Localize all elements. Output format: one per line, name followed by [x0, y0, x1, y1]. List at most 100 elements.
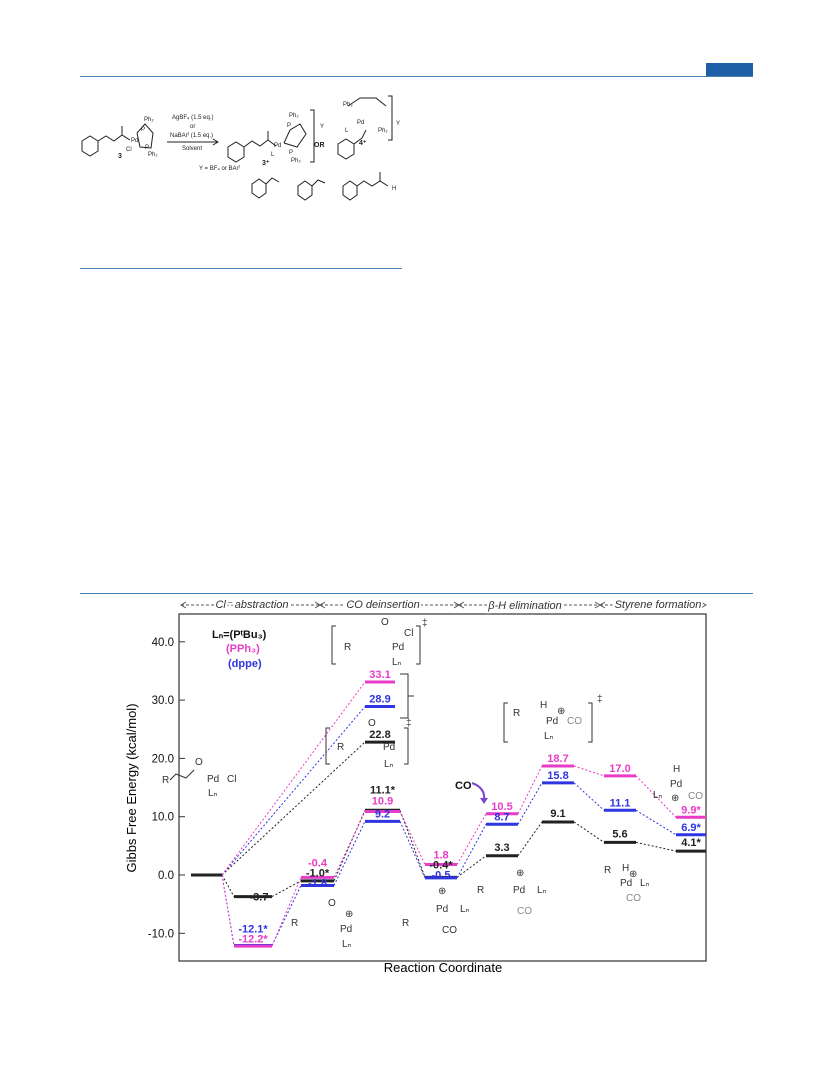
struct-ts2-pd: Pd: [383, 742, 395, 753]
struct-ts1-ln: Lₙ: [392, 657, 402, 668]
value-label-ptbu3: 4.1*: [681, 837, 701, 849]
scheme-compound-3plus: 3⁺: [262, 160, 270, 167]
scheme-or-label: OR: [314, 142, 325, 149]
phase-label-co-deinsertion: CO deinsertion: [346, 599, 419, 611]
legend: Lₙ=(PᵗBu₃) (PPh₃) (dppe): [212, 629, 267, 670]
connector-pph3: [271, 877, 302, 947]
value-label-pph3: -12.2*: [238, 934, 268, 946]
struct-ts2-ln: Lₙ: [384, 759, 394, 770]
connector-pph3: [221, 874, 235, 947]
struct-hydride-plus: ⊕: [671, 793, 679, 804]
connector-ptbu3: [456, 855, 487, 878]
scheme-p-label: P: [141, 127, 145, 133]
connector-dppe: [399, 821, 426, 879]
connector-direct-ts-ptbu3: [221, 741, 366, 876]
scheme-compound-3: 3: [118, 153, 122, 160]
struct-ts1-pd: Pd: [392, 642, 404, 653]
value-label-pph3: 10.5: [491, 801, 512, 813]
y-axis: Gibbs Free Energy (kcal/mol): [124, 703, 139, 872]
value-label-pph3: 1.8: [433, 850, 448, 862]
scheme-p-label: P: [287, 123, 291, 129]
scheme-pd-label: Pd: [357, 120, 364, 126]
value-label-dppe: 11.1: [610, 797, 631, 809]
scheme-ph2-label: Ph₂: [291, 158, 301, 164]
scheme-phenyl-ring-4plus: [337, 138, 355, 160]
scheme-l-label: L: [271, 152, 275, 158]
scheme-y-label: Y: [320, 124, 324, 130]
value-label-direct-ts-dppe: 28.9: [369, 694, 390, 706]
struct-min1-plus: ⊕: [345, 909, 353, 920]
scheme-bracket-4plus: [388, 95, 393, 141]
scheme-reagent-line4: Solvent: [182, 146, 202, 152]
value-label-dppe: -0.5: [432, 870, 451, 882]
struct-ts3-h: H: [540, 700, 547, 711]
x-axis-label: Reaction Coordinate: [384, 960, 503, 975]
value-label-pph3: -0.4: [308, 857, 328, 869]
struct-min1-pd: Pd: [340, 924, 352, 935]
scheme-ph2-label: Ph₂: [144, 117, 154, 123]
value-label-dppe: 6.9*: [681, 822, 701, 834]
y-tick-label: 40.0: [152, 637, 174, 649]
value-label-pph3: 10.9: [372, 795, 393, 807]
scheme-pd-label: Pd: [274, 143, 281, 149]
plot-frame: [178, 613, 707, 962]
connector-ptbu3: [221, 874, 235, 897]
struct-styrene-plus: ⊕: [629, 869, 637, 880]
connector-dppe: [333, 821, 366, 886]
y-tick-label: 20.0: [152, 753, 174, 765]
struct-co-complex-co: CO: [442, 925, 457, 936]
co-loss-arrowhead: [480, 798, 488, 804]
struct-co-complex-pd: Pd: [436, 904, 448, 915]
scheme-product-styrene: [251, 178, 267, 199]
value-label-pph3: 9.9*: [681, 804, 701, 816]
scheme-dppe-ring-3: [136, 123, 154, 149]
struct-min1-ln: Lₙ: [342, 939, 352, 950]
struct-ts1-o: O: [381, 617, 389, 628]
struct-ts2-dagger: ‡: [406, 718, 412, 729]
value-label-ptbu3: 9.1: [550, 808, 565, 820]
value-label-dppe: -12.1*: [238, 924, 268, 936]
scheme-product-ethylbenzene: [297, 180, 313, 201]
struct-ts1-r: R: [344, 642, 351, 653]
scheme-p-label: P: [145, 145, 149, 151]
value-label-ptbu3: 5.6: [612, 828, 627, 840]
struct-hydride-h: H: [673, 764, 680, 775]
scheme-l-label: L: [345, 128, 349, 134]
co-loss-label: CO: [455, 780, 472, 792]
value-label-ptbu3: -1.0*: [306, 867, 330, 879]
value-label-direct-ts-ptbu3: 22.8: [369, 729, 390, 741]
value-label-ptbu3: -3.7: [250, 892, 269, 904]
connector-dppe: [517, 782, 543, 825]
connector-pph3: [456, 813, 487, 865]
connector-direct-ts-pph3: [221, 681, 366, 876]
struct-co-complex-ln: Lₙ: [460, 904, 470, 915]
phase-label-cl-abstraction: Cl⁻ abstraction: [215, 599, 288, 611]
struct-ts3-ln: Lₙ: [544, 731, 554, 742]
struct-pd-ln-co-plus: ⊕: [516, 868, 524, 879]
struct-styrene-h: H: [622, 863, 629, 874]
value-label-pph3: 17.0: [609, 763, 630, 775]
connector-pph3: [333, 811, 366, 878]
scheme-reagent-line3: NaBArᶠ (1.5 eq.): [170, 132, 213, 139]
struct-acyl-pd: Pd: [207, 774, 219, 785]
y-tick-label: 10.0: [152, 812, 174, 824]
struct-acyl-cl: Cl: [227, 774, 236, 785]
struct-styrene-pd: Pd: [620, 878, 632, 889]
connector-ptbu3: [333, 810, 366, 882]
connector-dppe: [635, 809, 677, 836]
scheme-y-label: Y: [396, 121, 400, 127]
struct-co-complex-plus: ⊕: [438, 886, 446, 897]
struct-ts2-r: R: [337, 742, 344, 753]
scheme-chain-3: [97, 134, 131, 142]
value-label-dppe: 8.7: [494, 811, 509, 823]
legend-item-dppe: (dppe): [228, 658, 262, 670]
scheme-phenyl-ring-3: [81, 135, 99, 157]
scheme-h-label: H: [392, 186, 396, 192]
struct-ts3-dagger: ‡: [597, 694, 603, 705]
scheme-reagent-line2: or: [190, 124, 195, 130]
scheme-ph2-label: Ph₂: [343, 102, 353, 108]
scheme-ph2-label: Ph₂: [148, 152, 158, 158]
struct-ts2-o: O: [368, 718, 376, 729]
scheme-counterion-note: Y = BF₄ or BArᶠ: [199, 165, 241, 172]
scheme-product-aldehyde: [342, 180, 358, 201]
